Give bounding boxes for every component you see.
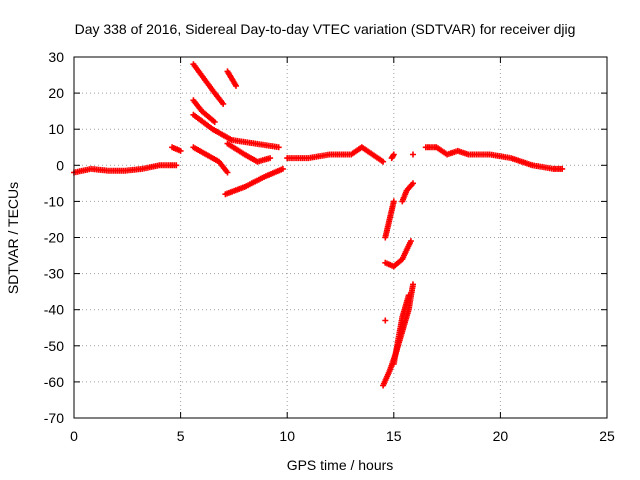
y-axis-label: SDTVAR / TECUs <box>5 182 21 294</box>
series-falling-7.2-7.6h <box>224 68 239 89</box>
data-point <box>211 119 218 125</box>
y-tick-label: 20 <box>48 85 64 101</box>
series-falling-5.6-9.6h <box>190 111 282 151</box>
data-point <box>177 147 184 154</box>
series-main-10-14.5h <box>284 144 387 165</box>
data-point <box>410 180 416 187</box>
series-baseline-0-5h <box>71 162 180 176</box>
x-tick-label: 5 <box>177 428 185 444</box>
chart-title: Day 338 of 2016, Sidereal Day-to-day VTE… <box>75 21 576 37</box>
data-point <box>279 165 286 172</box>
data-point <box>267 155 274 162</box>
y-tick-label: -30 <box>44 266 64 282</box>
grid-lines <box>74 57 607 418</box>
y-tick-label: 30 <box>48 49 64 65</box>
y-tick-label: -20 <box>44 230 64 246</box>
axis-ticks: 0 5 10 15 20 25 30 20 10 0 -10 -20 -30 -40 -50 -60 -70 <box>44 49 615 444</box>
plot-frame <box>73 56 608 419</box>
x-axis-label: GPS time / hours <box>287 457 394 473</box>
data-point <box>233 82 239 89</box>
data-point <box>390 198 397 205</box>
series-rising-9.8-7.1h <box>222 165 286 198</box>
data-point <box>410 281 416 288</box>
series-descent-15.4-15.9h <box>399 180 416 205</box>
series-short-14.6h <box>382 317 389 324</box>
x-tick-label: 0 <box>70 428 78 444</box>
data-point <box>224 169 231 176</box>
data-point <box>173 162 180 169</box>
series-descent-14.6-15h <box>382 198 397 241</box>
data-point <box>220 100 227 107</box>
series-descent-15.1-15.7h <box>390 292 412 367</box>
series-falling-7.2-9.2h <box>224 140 274 165</box>
series-short-15.0h <box>388 151 397 162</box>
y-tick-label: -50 <box>44 338 64 354</box>
x-tick-label: 25 <box>599 428 615 444</box>
series-falling-5.6-7.2h <box>190 144 231 176</box>
data-points <box>71 61 566 389</box>
data-point <box>275 144 282 151</box>
y-tick-label: -70 <box>44 410 64 426</box>
series-descent-15.8-14.6h <box>382 238 414 270</box>
data-point <box>380 158 387 165</box>
series-short-15.9h <box>410 151 416 158</box>
y-tick-label: -40 <box>44 302 64 318</box>
data-point <box>405 292 412 299</box>
data-point <box>407 238 414 245</box>
y-tick-label: 10 <box>48 121 64 137</box>
x-tick-label: 15 <box>386 428 402 444</box>
series-falling-5.6-7h <box>190 61 227 107</box>
series-falling-5.6-6.6h <box>190 97 218 125</box>
series-short-4.6-5h <box>169 144 184 154</box>
y-tick-label: 0 <box>56 157 64 173</box>
x-tick-label: 20 <box>493 428 509 444</box>
data-point <box>382 317 389 324</box>
x-tick-label: 10 <box>279 428 295 444</box>
data-point <box>410 151 416 158</box>
data-point <box>390 151 397 158</box>
y-tick-label: -60 <box>44 374 64 390</box>
series-after-16.5h <box>422 144 566 172</box>
data-point <box>559 165 566 172</box>
y-tick-label: -10 <box>44 193 64 209</box>
